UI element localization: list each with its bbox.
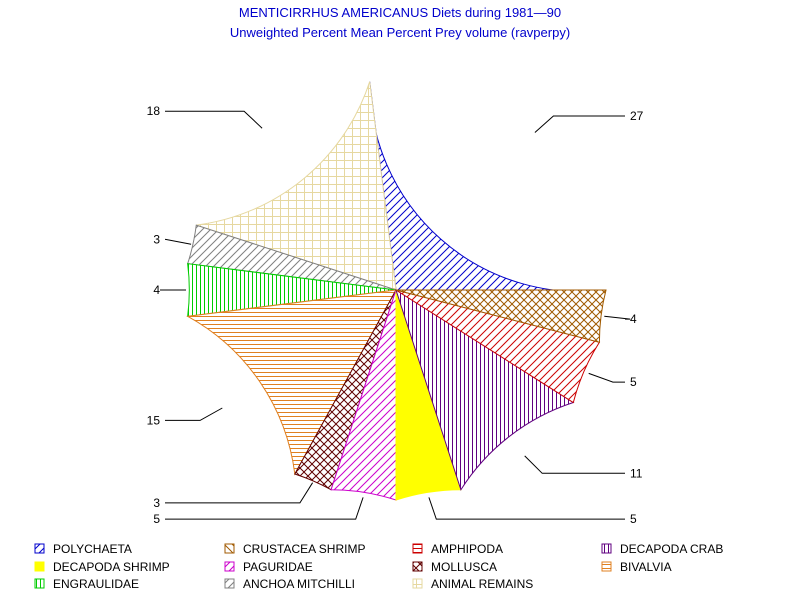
legend-item-bivalvia: BIVALVIA <box>601 560 672 574</box>
value-label-decapoda-crab: 11 <box>630 466 643 480</box>
leader-polychaeta <box>534 115 625 133</box>
pie-labels: 27 18 3 4 15 3 5 5 11 5 4 <box>147 104 644 526</box>
value-label-mollusca: 3 <box>153 496 160 510</box>
value-label-crustacea-shrimp: 4 <box>630 312 637 326</box>
value-label-anchoa-mitchilli: 3 <box>153 232 160 246</box>
legend-swatch <box>224 578 235 589</box>
legend-swatch <box>224 543 235 554</box>
legend-label: POLYCHAETA <box>53 542 132 556</box>
slice-animal-remains <box>196 81 397 291</box>
slice-crustacea-shrimp <box>395 289 607 343</box>
value-label-bivalvia: 15 <box>147 413 161 427</box>
leader-anchoa-mitchilli <box>165 238 192 245</box>
leader-animal-remains <box>165 110 263 129</box>
legend-item-amphipoda: AMPHIPODA <box>412 542 503 556</box>
legend-label: PAGURIDAE <box>243 560 313 574</box>
legend-swatch <box>601 561 612 572</box>
legend-label: CRUSTACEA SHRIMP <box>243 542 365 556</box>
leader-amphipoda <box>588 372 625 383</box>
leader-decapoda-shrimp <box>428 497 625 520</box>
legend-swatch <box>412 561 423 572</box>
legend-item-mollusca: MOLLUSCA <box>412 560 497 574</box>
legend-item-engraulidae: ENGRAULIDAE <box>34 577 139 591</box>
legend-label: ENGRAULIDAE <box>53 577 139 591</box>
legend-item-animal-remains: ANIMAL REMAINS <box>412 577 533 591</box>
legend-swatch <box>34 561 45 572</box>
chart-title: MENTICIRRHUS AMERICANUS Diets during 198… <box>239 5 561 20</box>
legend-label: MOLLUSCA <box>431 560 497 574</box>
leader-decapoda-crab <box>524 455 625 474</box>
legend: POLYCHAETA CRUSTACEA SHRIMP AMPHIPODA DECAP… <box>34 542 723 591</box>
legend-swatch <box>412 543 423 554</box>
legend-label: ANIMAL REMAINS <box>431 577 533 591</box>
legend-item-paguridae: PAGURIDAE <box>224 560 313 574</box>
legend-label: DECAPODA SHRIMP <box>53 560 170 574</box>
value-label-polychaeta: 27 <box>630 109 644 123</box>
legend-swatch <box>224 561 235 572</box>
leader-crustacea-shrimp <box>604 315 631 320</box>
legend-item-decapoda-shrimp: DECAPODA SHRIMP <box>34 560 170 574</box>
value-label-animal-remains: 18 <box>147 104 161 118</box>
legend-item-polychaeta: POLYCHAETA <box>34 542 132 556</box>
legend-label: DECAPODA CRAB <box>620 542 723 556</box>
legend-item-crustacea-shrimp: CRUSTACEA SHRIMP <box>224 542 365 556</box>
slice-bivalvia <box>186 289 397 476</box>
slice-polychaeta <box>369 81 607 293</box>
legend-label: AMPHIPODA <box>431 542 503 556</box>
legend-swatch <box>412 578 423 589</box>
legend-label: BIVALVIA <box>620 560 672 574</box>
pie-slices <box>186 81 607 501</box>
leader-bivalvia <box>165 407 223 421</box>
value-label-engraulidae: 4 <box>153 283 160 297</box>
legend-item-decapoda-crab: DECAPODA CRAB <box>601 542 723 556</box>
slice-decapoda-crab <box>395 288 575 491</box>
legend-swatch <box>34 543 45 554</box>
value-label-amphipoda: 5 <box>630 375 637 389</box>
chart-subtitle: Unweighted Percent Mean Percent Prey vol… <box>230 25 570 40</box>
legend-label: ANCHOA MITCHILLI <box>243 577 355 591</box>
value-label-paguridae: 5 <box>153 512 160 526</box>
legend-swatch <box>34 578 45 589</box>
legend-swatch <box>601 543 612 554</box>
value-label-decapoda-shrimp: 5 <box>630 512 637 526</box>
leader-paguridae <box>165 497 364 520</box>
leader-mollusca <box>165 482 314 504</box>
legend-item-anchoa-mitchilli: ANCHOA MITCHILLI <box>224 577 355 591</box>
